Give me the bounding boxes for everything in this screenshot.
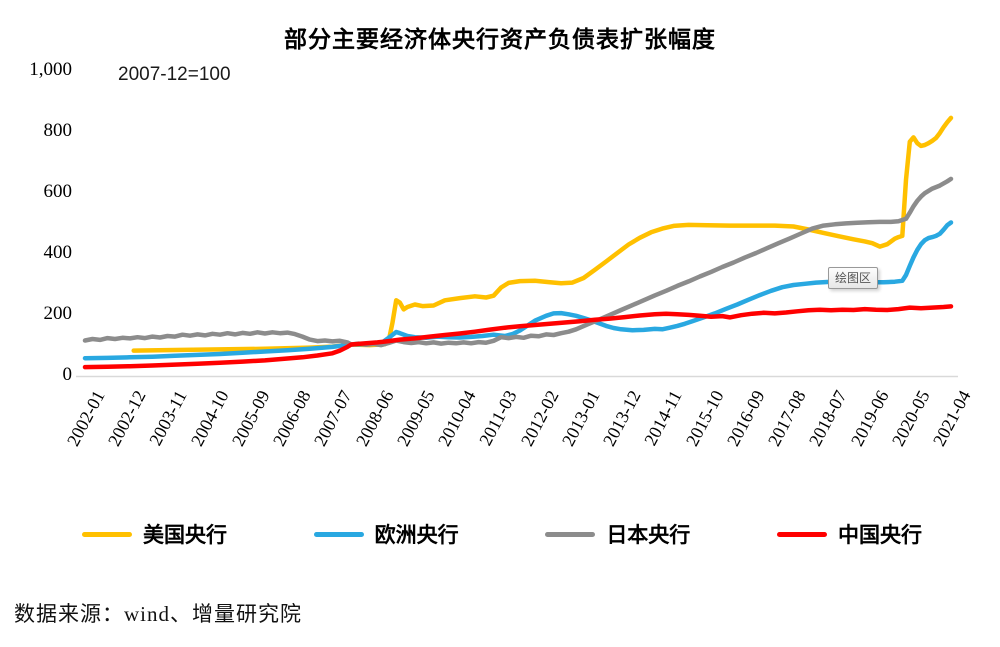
legend-item-3[interactable]: 中国央行 [776, 519, 922, 549]
series-line-0[interactable] [131, 115, 954, 353]
plot-area-tooltip: 绘图区 [828, 267, 879, 289]
legend-item-2[interactable]: 日本央行 [545, 519, 690, 549]
legend-swatch-icon [545, 531, 596, 537]
legend-item-0[interactable]: 美国央行 [82, 519, 227, 549]
y-tick-label: 600 [43, 181, 73, 202]
legend-swatch-icon [82, 531, 132, 537]
y-tick-label: 800 [43, 120, 73, 141]
y-tick-label: 1,000 [29, 59, 72, 80]
series-line-3[interactable] [82, 304, 954, 370]
chart-subtitle: 2007-12=100 [118, 64, 231, 85]
legend-item-1[interactable]: 欧洲央行 [313, 519, 459, 549]
source-note: 数据来源：wind、增量研究院 [14, 602, 302, 626]
legend: 美国央行 欧洲央行 日本央行 中国央行 [82, 519, 922, 549]
y-tick-label: 200 [43, 303, 73, 324]
legend-label: 欧洲央行 [374, 523, 459, 547]
legend-label: 美国央行 [143, 523, 227, 547]
legend-swatch-icon [313, 531, 364, 537]
y-tick-label: 0 [62, 364, 73, 385]
legend-label: 日本央行 [606, 523, 691, 547]
series-line-2[interactable] [82, 176, 954, 348]
y-tick-label: 400 [43, 242, 73, 263]
legend-swatch-icon [776, 531, 827, 537]
chart-title: 部分主要经济体央行资产负债表扩张幅度 [284, 27, 716, 52]
legend-label: 中国央行 [837, 523, 922, 547]
